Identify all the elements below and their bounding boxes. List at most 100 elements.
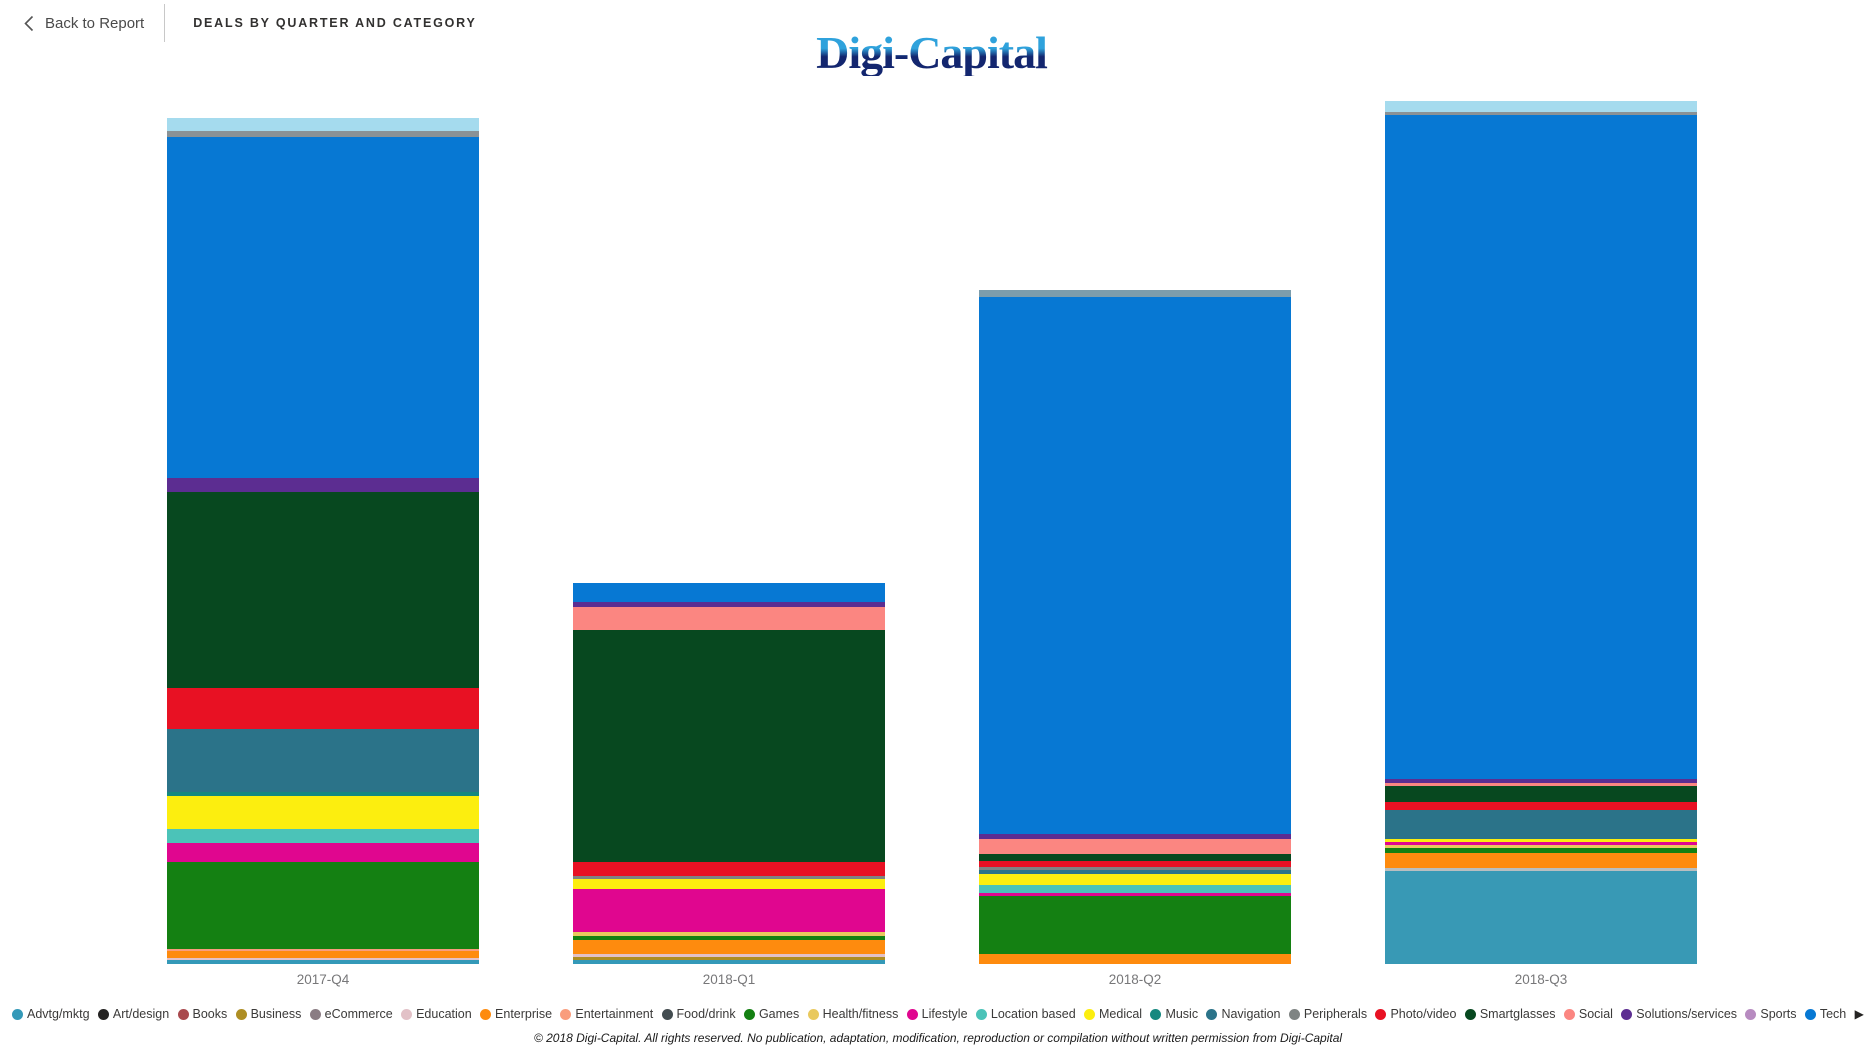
bar-segment[interactable] bbox=[167, 792, 479, 796]
bar-segment[interactable] bbox=[1385, 112, 1697, 115]
bar-segment[interactable] bbox=[573, 940, 885, 954]
bar-segment[interactable] bbox=[167, 862, 479, 949]
bar-segment[interactable] bbox=[167, 796, 479, 829]
legend-item[interactable]: Games bbox=[743, 1007, 800, 1021]
bar-segment[interactable] bbox=[1385, 115, 1697, 779]
bar-segment[interactable] bbox=[573, 936, 885, 940]
bar-segment[interactable] bbox=[573, 607, 885, 630]
bar-segment[interactable] bbox=[979, 874, 1291, 885]
top-bar: Back to Report DEALS BY QUARTER AND CATE… bbox=[0, 0, 477, 46]
legend-item[interactable]: Solutions/services bbox=[1621, 1007, 1737, 1021]
bar-segment[interactable] bbox=[167, 958, 479, 960]
legend-item[interactable]: eCommerce bbox=[309, 1007, 393, 1021]
legend-item[interactable]: Social bbox=[1563, 1007, 1613, 1021]
bar-segment[interactable] bbox=[1385, 842, 1697, 845]
legend-item[interactable]: Business bbox=[235, 1007, 301, 1021]
bar-segment[interactable] bbox=[573, 879, 885, 889]
bar-segment[interactable] bbox=[167, 949, 479, 951]
bar-segment[interactable] bbox=[167, 688, 479, 729]
legend-item[interactable]: Food/drink bbox=[661, 1007, 736, 1021]
bar-segment[interactable] bbox=[573, 630, 885, 862]
bar-segment[interactable] bbox=[979, 867, 1291, 870]
legend-label: Music bbox=[1165, 1007, 1199, 1021]
legend-item[interactable]: Lifestyle bbox=[906, 1007, 968, 1021]
bar-segment[interactable] bbox=[1385, 839, 1697, 842]
bar-segment[interactable] bbox=[573, 602, 885, 607]
bar-segment[interactable] bbox=[1385, 802, 1697, 810]
bar-segment[interactable] bbox=[573, 954, 885, 957]
legend-label: Games bbox=[758, 1007, 800, 1021]
legend-label: Sports bbox=[1760, 1007, 1797, 1021]
bar-segment[interactable] bbox=[1385, 845, 1697, 848]
bar-segment[interactable] bbox=[979, 834, 1291, 839]
bar-segment[interactable] bbox=[1385, 810, 1697, 839]
legend-item[interactable]: Medical bbox=[1084, 1007, 1142, 1021]
legend-item[interactable]: Navigation bbox=[1206, 1007, 1281, 1021]
bar-segment[interactable] bbox=[1385, 868, 1697, 871]
bar-segment[interactable] bbox=[979, 870, 1291, 874]
legend-item[interactable]: Books bbox=[177, 1007, 227, 1021]
legend-scroll-right-icon[interactable]: ▶ bbox=[1854, 1007, 1864, 1021]
bar-segment[interactable] bbox=[167, 729, 479, 792]
bar-segment[interactable] bbox=[573, 583, 885, 602]
bar-segment[interactable] bbox=[573, 889, 885, 932]
legend-item[interactable]: Peripherals bbox=[1288, 1007, 1367, 1021]
bar-segment[interactable] bbox=[1385, 848, 1697, 853]
bar-segment[interactable] bbox=[1385, 786, 1697, 802]
legend-item[interactable]: Location based bbox=[975, 1007, 1076, 1021]
legend-item[interactable]: Music bbox=[1150, 1007, 1198, 1021]
legend-item[interactable]: Health/fitness bbox=[807, 1007, 898, 1021]
bar-segment[interactable] bbox=[979, 297, 1291, 834]
legend-item[interactable]: Photo/video bbox=[1375, 1007, 1456, 1021]
legend-item[interactable]: Smartglasses bbox=[1464, 1007, 1556, 1021]
legend-item[interactable]: Sports bbox=[1745, 1007, 1797, 1021]
bar-segment[interactable] bbox=[1385, 783, 1697, 786]
legend-color-dot bbox=[97, 1008, 109, 1020]
bar-segment[interactable] bbox=[979, 896, 1291, 954]
bar-segment[interactable] bbox=[167, 137, 479, 478]
legend-label: Entertainment bbox=[575, 1007, 654, 1021]
bar-segment[interactable] bbox=[979, 861, 1291, 867]
bar-segment[interactable] bbox=[573, 960, 885, 964]
legend-label: Photo/video bbox=[1390, 1007, 1457, 1021]
legend-label: eCommerce bbox=[324, 1007, 393, 1021]
legend-item[interactable]: Art/design bbox=[97, 1007, 169, 1021]
bar-segment[interactable] bbox=[1385, 101, 1697, 112]
bar-segment[interactable] bbox=[167, 960, 479, 964]
legend-color-dot bbox=[906, 1008, 918, 1020]
bar-segment[interactable] bbox=[167, 118, 479, 131]
bar-segment[interactable] bbox=[1385, 779, 1697, 783]
bar-segment[interactable] bbox=[573, 932, 885, 936]
bar-segment[interactable] bbox=[979, 885, 1291, 893]
bar-segment[interactable] bbox=[979, 839, 1291, 854]
legend-color-dot bbox=[177, 1008, 189, 1020]
bar-segment[interactable] bbox=[573, 862, 885, 876]
header-divider bbox=[164, 4, 166, 42]
bar-stack-2018-q3 bbox=[1385, 101, 1697, 964]
legend-item[interactable]: Entertainment bbox=[560, 1007, 653, 1021]
legend-label: Education bbox=[416, 1007, 472, 1021]
bar-segment[interactable] bbox=[1385, 853, 1697, 868]
chevron-left-icon bbox=[22, 15, 37, 32]
bar-segment[interactable] bbox=[573, 876, 885, 879]
bar-segment[interactable] bbox=[1385, 871, 1697, 964]
bar-segment[interactable] bbox=[979, 290, 1291, 297]
bar-stack-2018-q1 bbox=[573, 583, 885, 964]
bar-segment[interactable] bbox=[979, 893, 1291, 896]
bar-segment[interactable] bbox=[167, 131, 479, 137]
bar-segment[interactable] bbox=[167, 829, 479, 843]
bar-segment[interactable] bbox=[167, 478, 479, 492]
legend-label: Smartglasses bbox=[1479, 1007, 1556, 1021]
legend-item[interactable]: Advtg/mktg bbox=[12, 1007, 90, 1021]
back-to-report-button[interactable]: Back to Report bbox=[0, 15, 164, 32]
legend-item[interactable]: Education bbox=[401, 1007, 472, 1021]
legend-item[interactable]: Enterprise bbox=[480, 1007, 552, 1021]
bar-segment[interactable] bbox=[167, 492, 479, 688]
bar-segment[interactable] bbox=[979, 854, 1291, 861]
bar-segment[interactable] bbox=[573, 957, 885, 960]
bar-segment[interactable] bbox=[167, 843, 479, 862]
legend-item[interactable]: Tech bbox=[1804, 1007, 1846, 1021]
stacked-bar-chart: 2017-Q4 2018-Q1 2018-Q2 2018-Q3 bbox=[167, 101, 1697, 990]
bar-segment[interactable] bbox=[979, 954, 1291, 964]
bar-segment[interactable] bbox=[167, 951, 479, 958]
